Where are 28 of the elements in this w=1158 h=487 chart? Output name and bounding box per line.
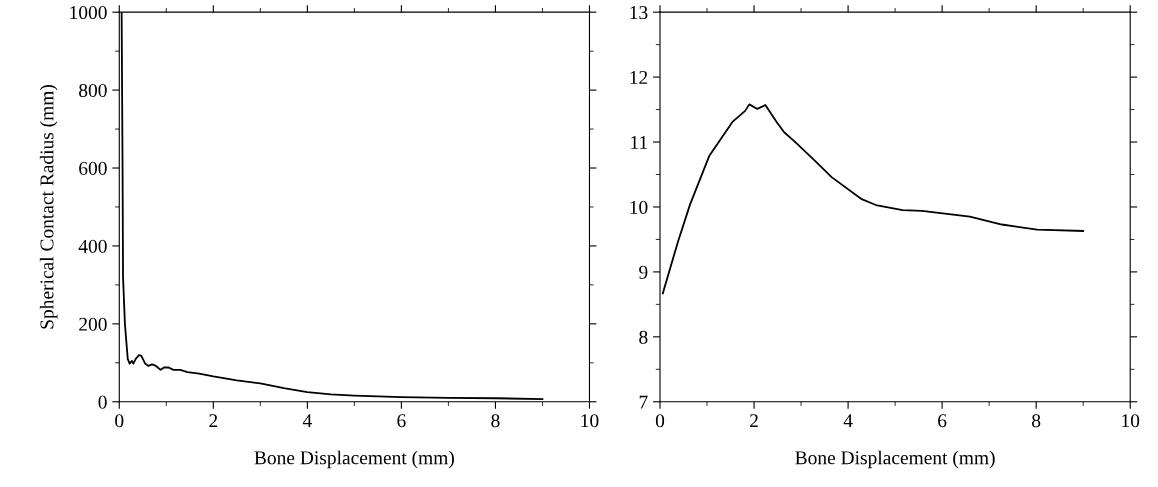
y-tick-label: 600 (79, 161, 107, 175)
y-tick-label: 400 (78, 239, 107, 253)
y-tick-label: 13 (630, 6, 648, 20)
x-tick-label: 2 (209, 414, 218, 428)
x-tick-label: 0 (115, 414, 124, 428)
x-tick-label: 6 (397, 414, 406, 428)
x-tick-label: 10 (581, 414, 599, 428)
y-tick-label: 11 (631, 135, 648, 149)
x-axis-title: Bone Displacement (mm) (254, 450, 454, 469)
y-tick-label: 0 (98, 395, 107, 409)
y-tick-label: 1000 (70, 5, 107, 20)
y-tick-label: 10 (630, 200, 648, 214)
y-tick-label: 7 (639, 395, 648, 409)
x-tick-label: 2 (750, 414, 758, 428)
y-axis-title: Spherical Contact Radius (mm) (39, 84, 58, 329)
x-axis-title: Bone Displacement (mm) (795, 450, 995, 469)
x-tick-label: 8 (491, 414, 500, 428)
y-tick-label: 9 (639, 265, 648, 279)
x-tick-label: 6 (938, 414, 947, 428)
x-tick-label: 0 (655, 414, 665, 428)
x-tick-label: 4 (843, 414, 853, 428)
x-tick-label: 10 (1122, 414, 1140, 428)
y-tick-label: 800 (79, 83, 107, 98)
x-tick-label: 8 (1032, 414, 1041, 428)
y-tick-label: 12 (630, 70, 648, 84)
x-tick-label: 4 (302, 414, 312, 428)
y-tick-label: 200 (79, 317, 107, 331)
y-tick-label: 8 (639, 330, 648, 344)
